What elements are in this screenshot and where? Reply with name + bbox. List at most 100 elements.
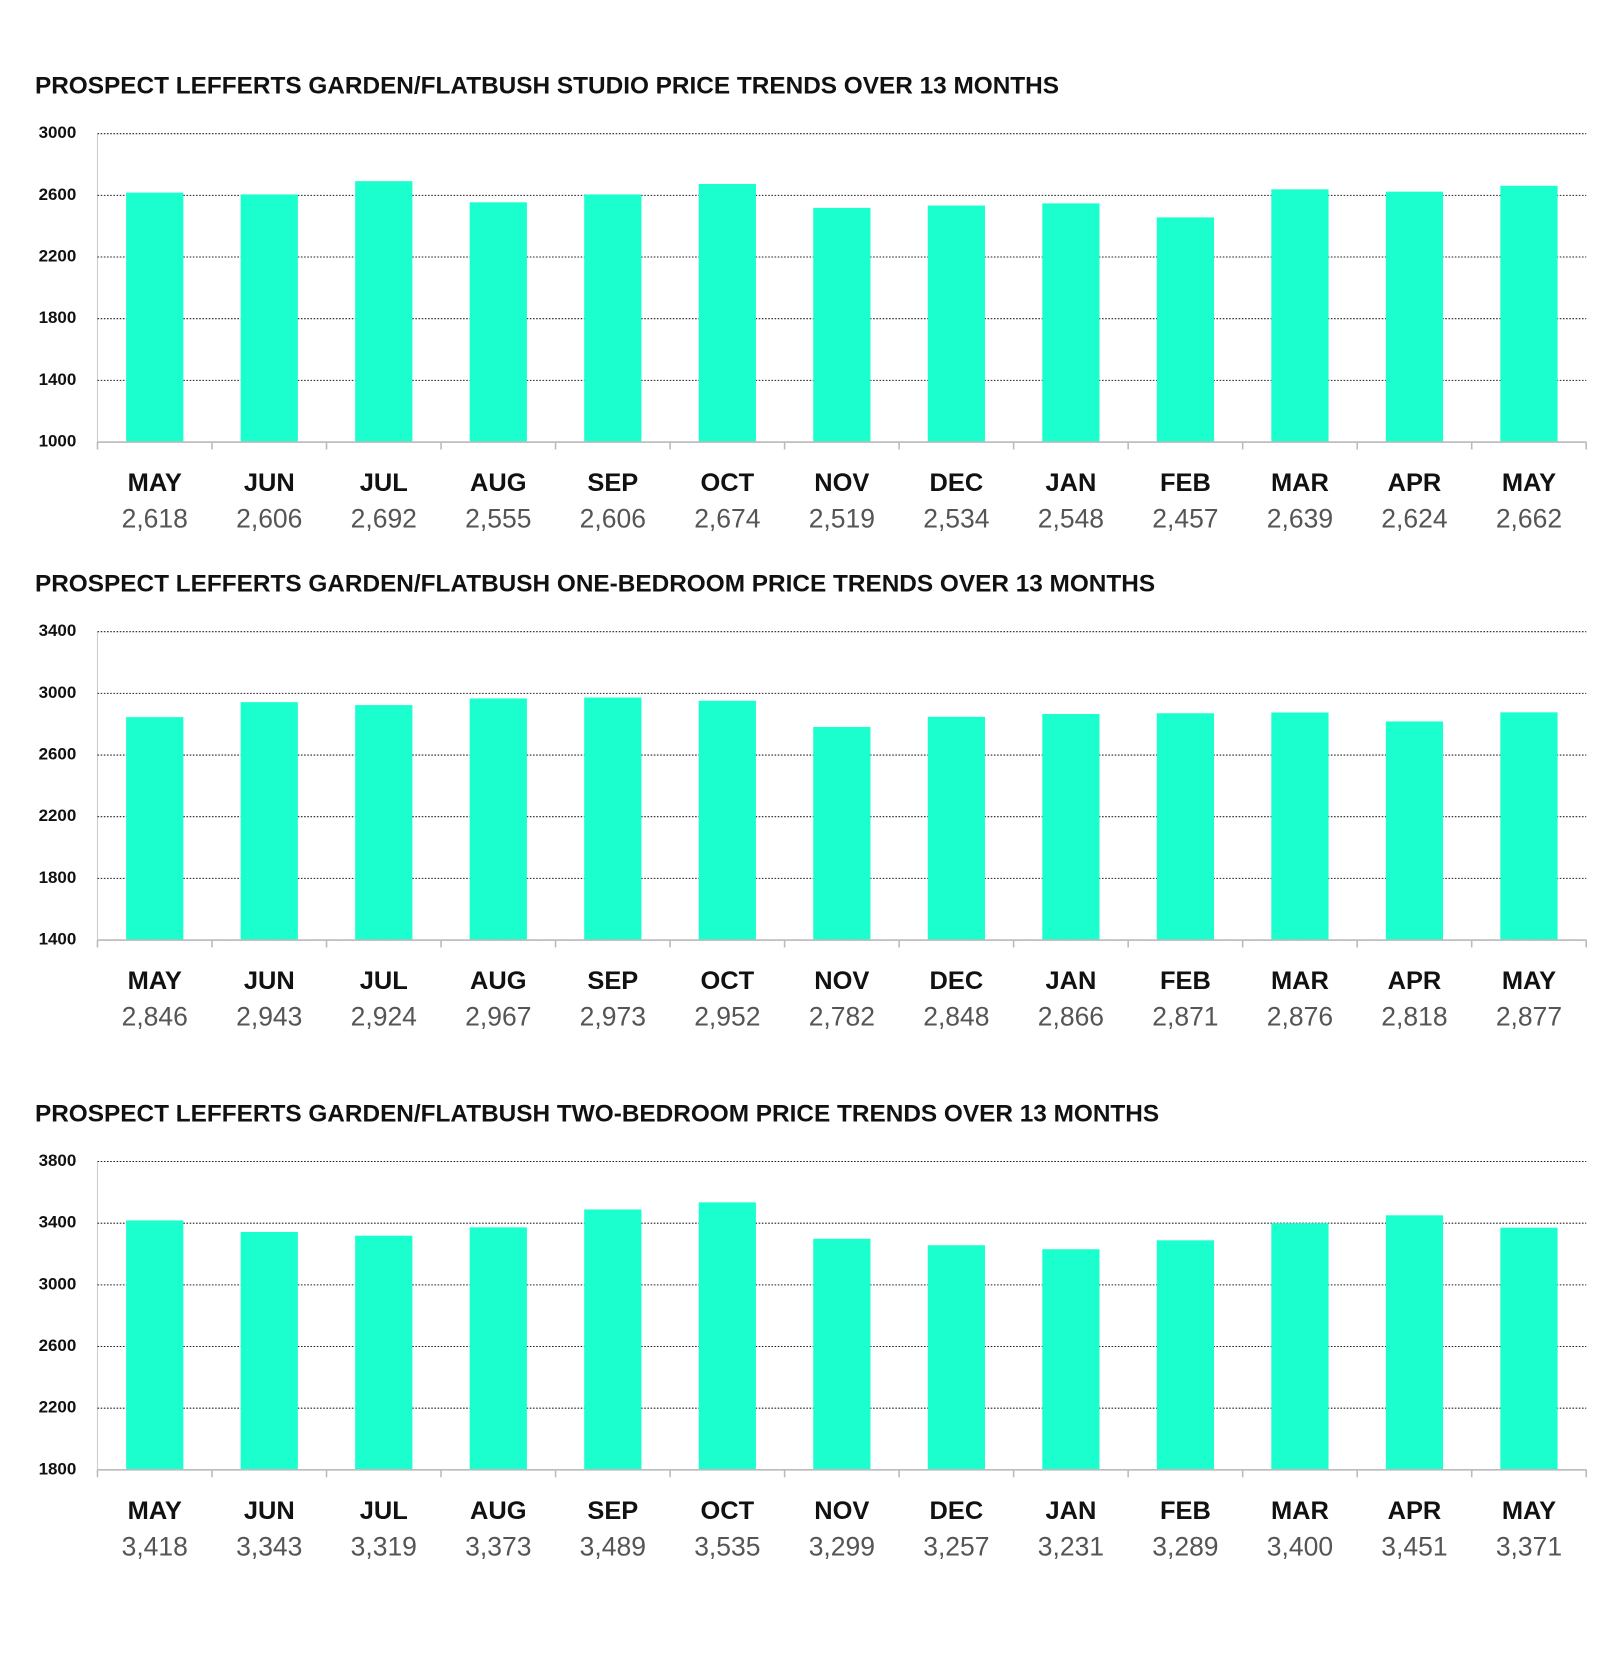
value-label: 2,876: [1267, 1001, 1333, 1031]
x-tick-label: OCT: [700, 469, 754, 497]
value-label: 2,639: [1267, 503, 1333, 533]
value-label: 2,924: [351, 1001, 417, 1031]
bar: [1500, 712, 1558, 941]
chart-title: PROSPECT LEFFERTS GARDEN/FLATBUSH STUDIO…: [35, 73, 1059, 100]
x-tick-label: JAN: [1045, 469, 1096, 497]
bar: [469, 1227, 527, 1470]
x-tick-label: JUL: [360, 967, 408, 995]
x-tick-label: AUG: [470, 1497, 527, 1525]
value-label: 2,848: [923, 1001, 989, 1031]
value-label: 3,319: [351, 1531, 417, 1561]
bar: [126, 1220, 184, 1470]
bar: [1271, 189, 1329, 443]
bar: [1385, 1215, 1444, 1470]
bar: [1156, 713, 1215, 941]
y-tick-label: 2600: [39, 745, 77, 764]
value-label: 3,400: [1267, 1531, 1333, 1561]
x-tick-label: DEC: [930, 469, 984, 497]
bar: [1156, 1240, 1215, 1470]
y-tick-label: 3000: [39, 683, 77, 702]
x-tick-label: JUL: [360, 469, 408, 497]
x-tick-label: OCT: [700, 1497, 754, 1525]
y-tick-label: 1400: [39, 370, 77, 389]
value-label: 2,818: [1381, 1001, 1447, 1031]
x-tick-label: SEP: [587, 469, 638, 497]
x-tick-label: JUN: [244, 469, 295, 497]
bar: [240, 702, 298, 941]
x-tick-label: JUN: [244, 967, 295, 995]
bar: [126, 192, 184, 443]
x-tick-label: MAY: [1502, 967, 1556, 995]
y-tick-label: 3000: [39, 1274, 77, 1293]
bar: [813, 726, 871, 941]
x-tick-label: FEB: [1160, 469, 1211, 497]
bar: [1500, 185, 1558, 443]
x-tick-label: DEC: [930, 1497, 984, 1525]
value-label: 2,877: [1496, 1001, 1562, 1031]
value-label: 3,535: [694, 1531, 760, 1561]
value-label: 2,674: [694, 503, 760, 533]
bar: [584, 1209, 642, 1470]
bar: [698, 700, 756, 941]
x-tick-label: JAN: [1045, 1497, 1096, 1525]
chart-title: PROSPECT LEFFERTS GARDEN/FLATBUSH ONE-BE…: [35, 571, 1155, 598]
y-tick-label: 3000: [39, 123, 77, 142]
value-label: 2,782: [809, 1001, 875, 1031]
x-tick-label: JUL: [360, 1497, 408, 1525]
y-tick-label: 3400: [39, 621, 77, 640]
y-tick-label: 1800: [39, 308, 77, 327]
value-label: 3,231: [1038, 1531, 1104, 1561]
x-tick-label: JAN: [1045, 967, 1096, 995]
bar: [584, 697, 642, 941]
x-tick-label: NOV: [814, 469, 869, 497]
x-tick-label: MAY: [128, 469, 182, 497]
y-tick-label: 1400: [39, 930, 77, 949]
bar: [927, 205, 985, 443]
x-tick-label: MAY: [128, 967, 182, 995]
bar: [813, 1238, 871, 1470]
x-tick-label: MAR: [1271, 967, 1329, 995]
bar: [1271, 712, 1329, 941]
value-label: 2,943: [236, 1001, 302, 1031]
x-tick-label: FEB: [1160, 1497, 1211, 1525]
value-label: 3,289: [1152, 1531, 1218, 1561]
bar: [355, 705, 413, 941]
x-tick-label: JUN: [244, 1497, 295, 1525]
value-label: 3,371: [1496, 1531, 1562, 1561]
y-tick-label: 1800: [39, 868, 77, 887]
bar: [1156, 217, 1215, 443]
x-tick-label: MAY: [1502, 1497, 1556, 1525]
chart-title: PROSPECT LEFFERTS GARDEN/FLATBUSH TWO-BE…: [35, 1100, 1159, 1127]
x-tick-label: MAY: [1502, 469, 1556, 497]
value-label: 2,457: [1152, 503, 1218, 533]
bar: [240, 1231, 298, 1470]
x-tick-label: NOV: [814, 967, 869, 995]
y-tick-label: 3400: [39, 1213, 77, 1232]
bar: [1042, 714, 1100, 941]
value-label: 3,418: [122, 1531, 188, 1561]
value-label: 2,555: [465, 503, 531, 533]
value-label: 2,973: [580, 1001, 646, 1031]
y-tick-label: 1800: [39, 1459, 77, 1478]
y-tick-label: 1000: [39, 432, 77, 451]
value-label: 3,257: [923, 1531, 989, 1561]
x-tick-label: FEB: [1160, 967, 1211, 995]
bar: [927, 716, 985, 941]
y-tick-label: 3800: [39, 1151, 77, 1170]
y-tick-label: 2600: [39, 1336, 77, 1355]
bar: [1271, 1223, 1329, 1470]
bar: [126, 717, 184, 941]
value-label: 2,519: [809, 503, 875, 533]
bar: [355, 1235, 413, 1470]
x-tick-label: APR: [1388, 1497, 1442, 1525]
bar: [698, 183, 756, 443]
x-tick-label: SEP: [587, 967, 638, 995]
value-label: 2,624: [1381, 503, 1447, 533]
bar: [813, 207, 871, 443]
bar: [1042, 203, 1100, 443]
bar: [1500, 1227, 1558, 1470]
x-tick-label: APR: [1388, 967, 1442, 995]
value-label: 3,343: [236, 1531, 302, 1561]
bar: [1042, 1249, 1100, 1470]
